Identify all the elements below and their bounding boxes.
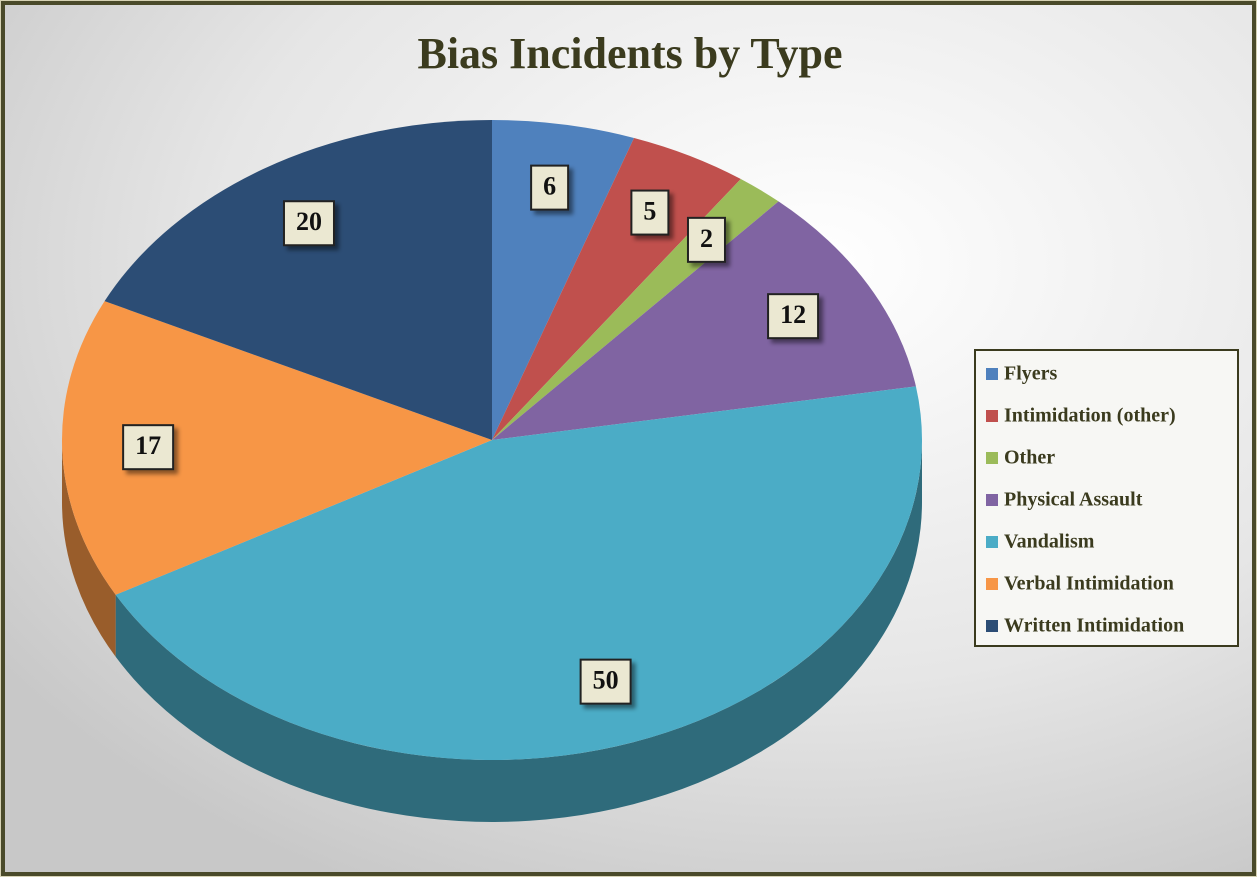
pie-slice (492, 120, 635, 440)
data-label: 5 (643, 197, 656, 226)
legend-swatch (986, 494, 998, 506)
data-label: 17 (135, 431, 161, 460)
legend (974, 349, 1239, 647)
legend-swatch (986, 536, 998, 548)
legend-label: Other (1004, 447, 1055, 469)
legend-swatch (986, 452, 998, 464)
pie-slice (104, 120, 493, 440)
pie-slice (61, 301, 492, 595)
data-label: 6 (543, 172, 556, 201)
data-label-box (530, 164, 570, 211)
pie-slice (492, 137, 741, 440)
legend-label: Written Intimidation (1004, 615, 1184, 637)
data-label: 12 (780, 300, 806, 329)
legend-label: Verbal Intimidation (1004, 573, 1174, 595)
chart-title: Bias Incidents by Type (417, 29, 842, 78)
slice-side (115, 440, 922, 823)
data-label-box (122, 424, 175, 471)
legend-swatch (986, 410, 998, 422)
data-label-box (767, 293, 820, 340)
legend-label: Vandalism (1004, 531, 1095, 553)
data-label-box (282, 200, 335, 247)
slice-side (62, 440, 116, 657)
data-label: 50 (593, 666, 619, 695)
legend-swatch (986, 578, 998, 590)
legend-label: Physical Assault (1004, 489, 1143, 511)
pie-slice (115, 386, 922, 760)
data-label: 2 (700, 224, 713, 253)
pie-slice (492, 201, 916, 440)
data-label-box (686, 216, 726, 263)
data-label-box (630, 189, 670, 236)
legend-label: Intimidation (other) (1004, 405, 1176, 427)
legend-label: Flyers (1004, 363, 1058, 385)
data-label: 20 (296, 207, 322, 236)
legend-swatch (986, 368, 998, 380)
data-label-box (579, 658, 632, 705)
legend-swatch (986, 620, 998, 632)
